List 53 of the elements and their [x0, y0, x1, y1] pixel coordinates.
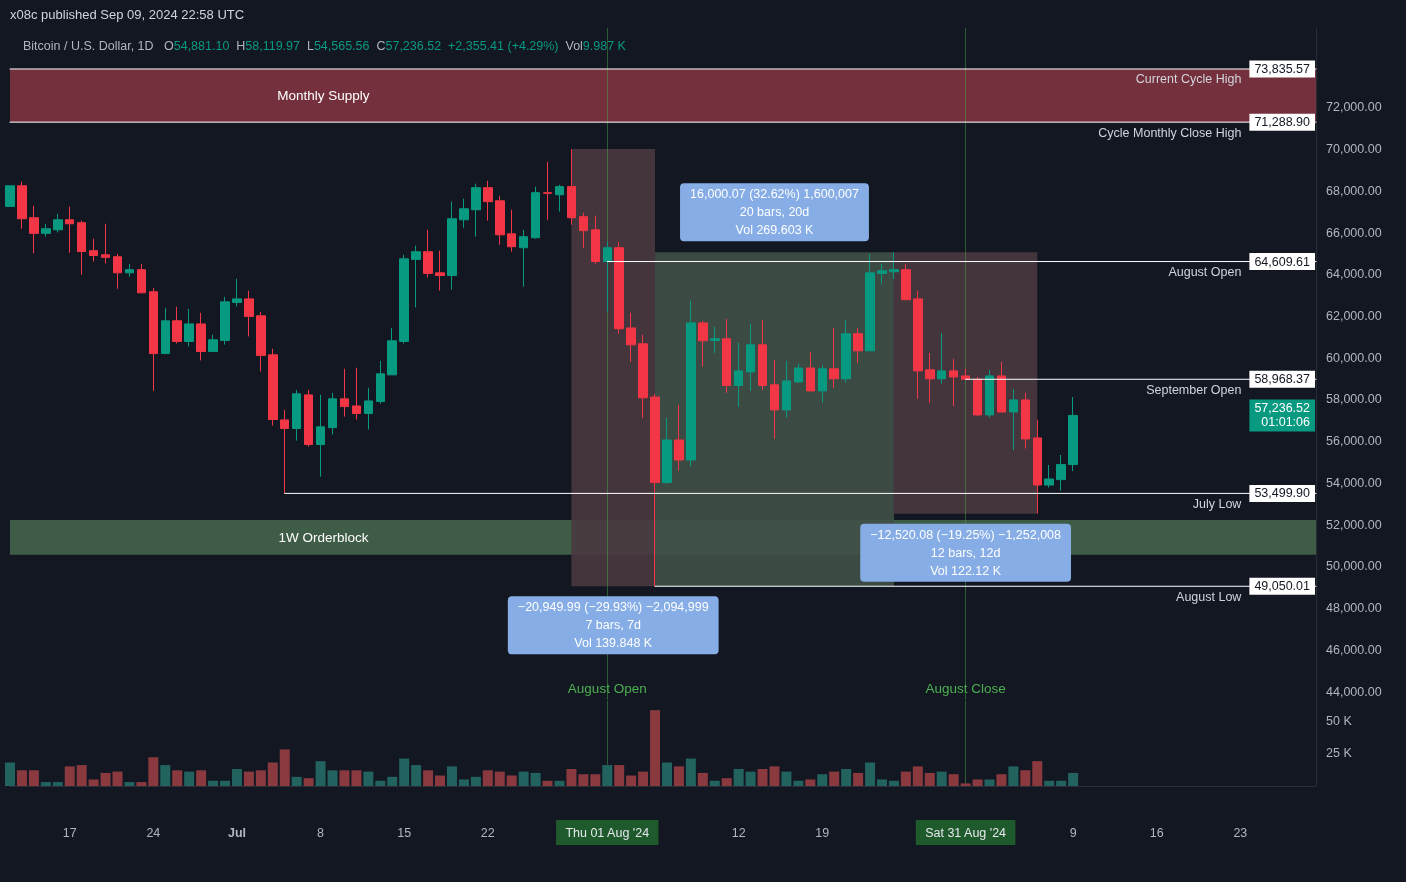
series-label: August Open: [1168, 265, 1242, 280]
y-tick-label: 62,000.00: [1326, 309, 1382, 323]
x-tick-label: Jul: [227, 825, 246, 840]
band-label: 1W Orderblock: [278, 529, 369, 545]
data-label: 53,499.90: [1254, 486, 1311, 501]
annotation: 57,236.52 01:01:06: [1254, 401, 1311, 430]
x-tick-label: Sat 31 Aug '24: [925, 825, 1007, 840]
series-label: July Low: [1192, 496, 1243, 511]
text: Bitcoin / U.S. Dollar, 1D: [23, 38, 154, 53]
y-tick-label: 70,000.00: [1326, 142, 1382, 157]
x-tick-label: 8: [317, 825, 325, 840]
x-tick-label: 19: [815, 825, 830, 840]
annotation: 16,000.07 (32.62%) 1,600,007 20 bars, 20d Vol 269.603 K: [690, 187, 859, 238]
x-tick-label: 22: [480, 825, 495, 840]
text: O54,881.10 H58,119.97 L54,565.56 C57,236.52 +2,355.41 (+4.29%) Vol9.987 K: [164, 38, 626, 53]
data-label: 71,288.90: [1254, 115, 1311, 130]
y-tick-label: 68,000.00: [1326, 183, 1382, 198]
y-tick-label: 56,000.00: [1326, 434, 1382, 449]
y-tick-label: 54,000.00: [1326, 475, 1382, 490]
y-tick-label: 48,000.00: [1326, 601, 1382, 616]
data-label: 49,050.01: [1254, 579, 1311, 594]
x-tick-label: Thu 01 Aug '24: [565, 825, 650, 840]
y-tick-label: 66,000.00: [1326, 225, 1382, 240]
x-tick-label: 16: [1149, 825, 1164, 840]
data-label: 58,968.37: [1254, 372, 1311, 387]
y-tick-label: 50 K: [1326, 713, 1353, 728]
series-label: August Low: [1176, 589, 1243, 604]
text: x08c published Sep 09, 2024 22:58 UTC: [10, 7, 245, 22]
y-tick-label: 58,000.00: [1326, 392, 1382, 407]
x-tick-label: 15: [397, 825, 412, 840]
y-tick-label: 44,000.00: [1326, 684, 1382, 699]
series-label: Cycle Monthly Close High: [1098, 125, 1242, 140]
series-label: September Open: [1146, 382, 1242, 397]
band-label: Monthly Supply: [277, 88, 370, 104]
x-tick-label: 24: [146, 825, 161, 840]
ref-line-label: August Open: [567, 680, 647, 696]
annotation: −20,949.99 (−29.93%) −2,094,999 7 bars, 7d Vol 139.848 K: [517, 600, 709, 651]
x-tick-label: 9: [1069, 825, 1077, 840]
y-tick-label: 64,000.00: [1326, 267, 1382, 282]
y-tick-label: 46,000.00: [1326, 642, 1382, 657]
y-tick-label: 25 K: [1326, 746, 1353, 761]
y-tick-label: 72,000.00: [1326, 100, 1382, 115]
annotation: −12,520.08 (−19.25%) −1,252,008 12 bars, 12d Vol 122.12 K: [870, 527, 1062, 578]
y-tick-label: 52,000.00: [1326, 517, 1382, 532]
ref-line-label: August Close: [925, 680, 1006, 696]
y-tick-label: 60,000.00: [1326, 350, 1382, 365]
x-tick-label: 23: [1233, 825, 1248, 840]
y-tick-label: 50,000.00: [1326, 559, 1382, 574]
series-label: Current Cycle High: [1135, 72, 1242, 87]
x-tick-label: 12: [731, 825, 746, 840]
data-label: 64,609.61: [1254, 254, 1311, 269]
x-tick-label: 17: [62, 825, 77, 840]
data-label: 73,835.57: [1254, 62, 1311, 76]
